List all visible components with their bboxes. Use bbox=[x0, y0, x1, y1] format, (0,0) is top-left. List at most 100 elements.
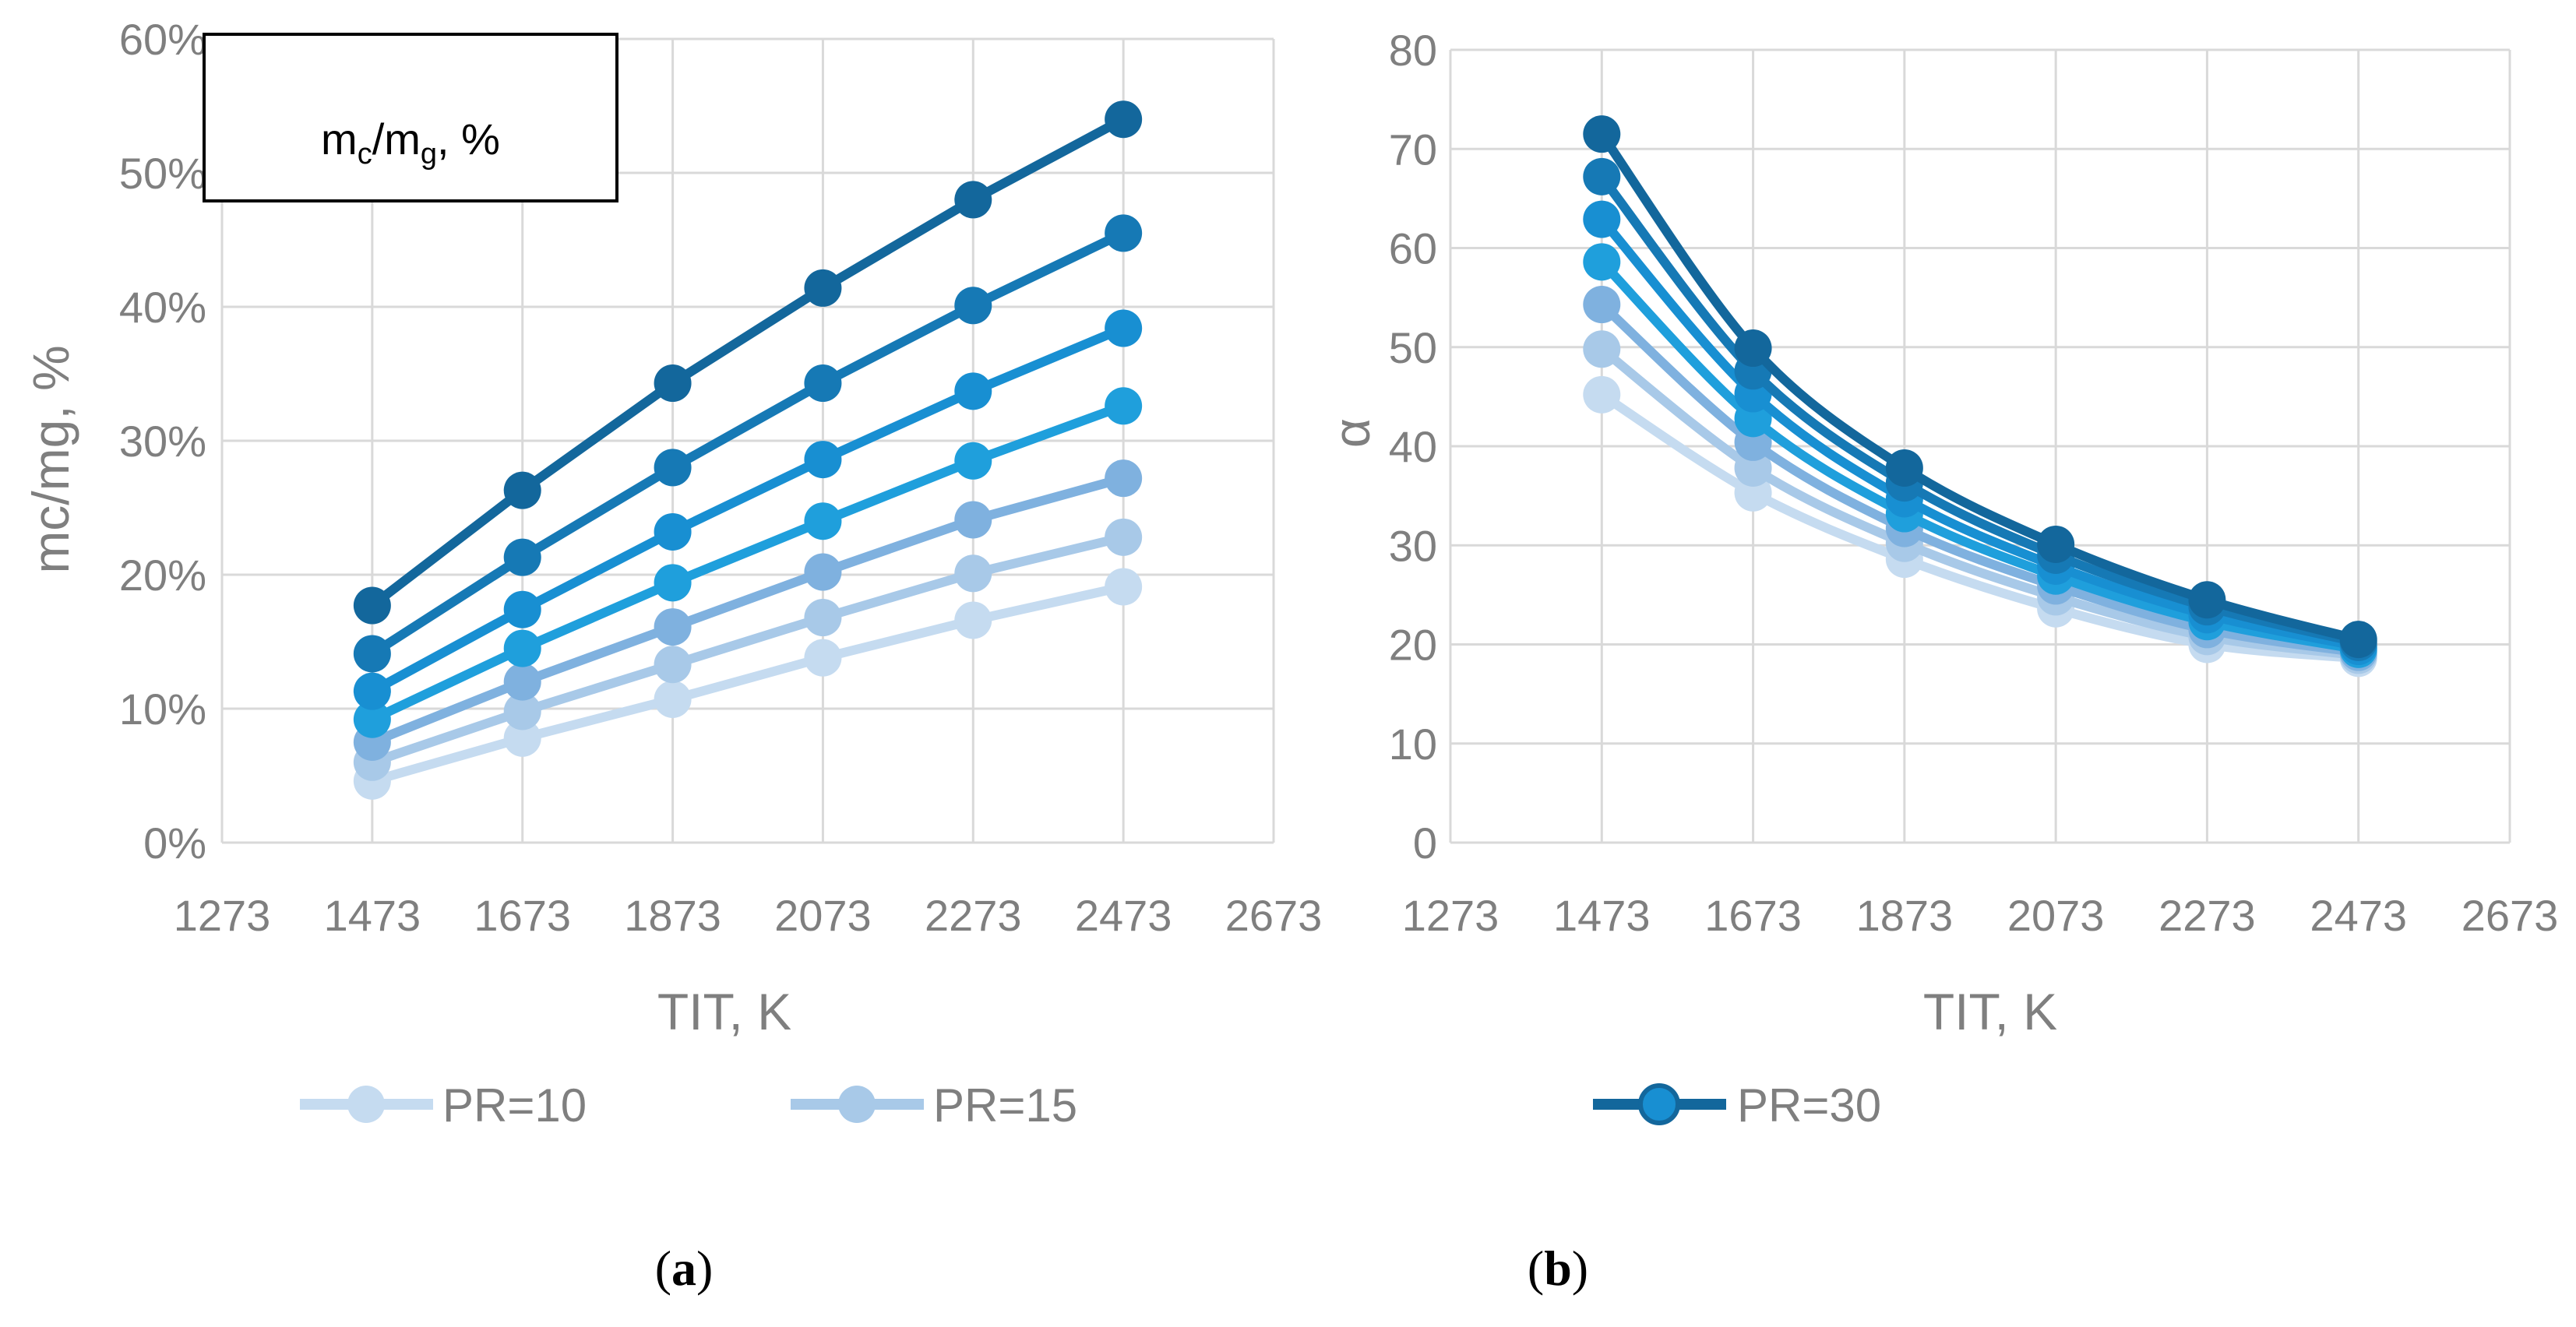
y-tick-label: 40 bbox=[1389, 422, 1437, 471]
x-tick-label: 2273 bbox=[2158, 891, 2256, 940]
data-point-marker bbox=[503, 663, 541, 701]
data-point-marker bbox=[954, 372, 992, 410]
x-tick-label: 1873 bbox=[1856, 891, 1954, 940]
x-tick-label: 1473 bbox=[1553, 891, 1651, 940]
legend-label: PR=30 bbox=[1737, 1079, 1881, 1132]
series-pr25 bbox=[353, 387, 1143, 738]
chart-b-series bbox=[1583, 115, 2377, 678]
data-point-marker bbox=[654, 512, 692, 551]
data-point-marker bbox=[1105, 100, 1143, 139]
data-point-marker bbox=[954, 442, 992, 480]
data-point-marker bbox=[1583, 330, 1621, 368]
data-point-marker bbox=[1583, 243, 1621, 281]
legend-swatch-marker bbox=[347, 1086, 385, 1123]
legend-label: PR=10 bbox=[442, 1079, 587, 1132]
y-tick-label: 40% bbox=[119, 283, 206, 332]
series-pr15 bbox=[353, 518, 1143, 781]
legend-swatch-marker bbox=[1638, 1083, 1680, 1125]
data-point-marker bbox=[654, 608, 692, 646]
series-line bbox=[367, 582, 1129, 786]
data-point-marker bbox=[1105, 518, 1143, 556]
data-point-marker bbox=[353, 672, 391, 710]
series-line bbox=[367, 114, 1129, 611]
data-point-marker bbox=[1105, 387, 1143, 425]
data-point-marker bbox=[1583, 286, 1621, 324]
y-tick-label: 0 bbox=[1413, 818, 1437, 868]
data-point-marker bbox=[1885, 449, 1923, 487]
x-tick-label: 1473 bbox=[324, 891, 421, 940]
data-point-marker bbox=[2037, 525, 2075, 563]
chart-b-x-tick-labels: 1273 1473 1673 1873 2073 2273 2473 2673 bbox=[1402, 891, 2559, 940]
series-line bbox=[367, 473, 1129, 747]
data-point-marker bbox=[1734, 449, 1772, 487]
legend-item-pr30: PR=30 bbox=[1593, 1079, 1881, 1132]
data-point-marker bbox=[503, 629, 541, 667]
y-tick-label: 60 bbox=[1389, 224, 1437, 273]
data-point-marker bbox=[1105, 214, 1143, 252]
chart-b-panel-label: (b) bbox=[1528, 1241, 1588, 1296]
x-tick-label: 2273 bbox=[925, 891, 1022, 940]
data-point-marker bbox=[1583, 157, 1621, 195]
y-tick-label: 10% bbox=[119, 685, 206, 734]
series-pr40 bbox=[1583, 115, 2377, 659]
y-tick-label: 20 bbox=[1389, 621, 1437, 670]
data-point-marker bbox=[1105, 568, 1143, 606]
data-point-marker bbox=[503, 538, 541, 576]
data-point-marker bbox=[503, 590, 541, 628]
chart-a-y-axis-title: mc/mg, % bbox=[22, 345, 79, 573]
x-tick-label: 2073 bbox=[2007, 891, 2105, 940]
data-point-marker bbox=[503, 719, 541, 757]
data-point-marker bbox=[654, 680, 692, 718]
data-point-marker bbox=[804, 441, 842, 479]
chart-a-panel-label: (a) bbox=[655, 1241, 714, 1296]
chart-a-x-axis-title: TIT, K bbox=[657, 983, 791, 1040]
data-point-marker bbox=[2339, 621, 2377, 659]
data-point-marker bbox=[804, 599, 842, 637]
chart-b-x-axis-title: TIT, K bbox=[1923, 983, 2057, 1040]
data-point-marker bbox=[954, 601, 992, 639]
series-line bbox=[1597, 257, 2363, 654]
chart-b-y-axis-title: α bbox=[1323, 418, 1380, 448]
y-tick-label: 30% bbox=[119, 417, 206, 466]
legend-swatch-marker bbox=[838, 1086, 876, 1123]
chart-panel-a: 0% 10% 20% 30% 40% 50% 60% 1273 1473 1673 1873 207… bbox=[22, 15, 1322, 1296]
data-point-marker bbox=[804, 502, 842, 540]
y-tick-label: 0% bbox=[143, 818, 206, 868]
chart-a-annotation-box bbox=[203, 33, 618, 202]
legend-item-pr15: PR=15 bbox=[791, 1079, 1077, 1132]
series-line bbox=[367, 228, 1129, 659]
data-point-marker bbox=[1583, 375, 1621, 414]
data-point-marker bbox=[954, 554, 992, 593]
legend-item-pr10: PR=10 bbox=[300, 1079, 587, 1132]
chart-a-x-tick-labels: 1273 1473 1673 1873 2073 2273 2473 2673 bbox=[174, 891, 1323, 940]
data-point-marker bbox=[804, 269, 842, 307]
data-point-marker bbox=[353, 586, 391, 625]
x-tick-label: 2473 bbox=[1075, 891, 1172, 940]
data-point-marker bbox=[654, 564, 692, 602]
y-tick-label: 80 bbox=[1389, 26, 1437, 75]
y-tick-label: 30 bbox=[1389, 521, 1437, 570]
series-pr30 bbox=[353, 309, 1143, 710]
data-point-marker bbox=[954, 287, 992, 325]
data-point-marker bbox=[1105, 459, 1143, 498]
chart-b-legend: PR=30 bbox=[1593, 1079, 1881, 1132]
chart-a-y-tick-labels: 0% 10% 20% 30% 40% 50% 60% bbox=[119, 15, 206, 868]
series-pr20 bbox=[353, 459, 1143, 761]
x-tick-label: 2073 bbox=[774, 891, 872, 940]
chart-a-annotation-text: mc/mg, % bbox=[321, 114, 500, 171]
x-tick-label: 1673 bbox=[1704, 891, 1802, 940]
x-tick-label: 2673 bbox=[1225, 891, 1323, 940]
series-pr35 bbox=[353, 214, 1143, 673]
data-point-marker bbox=[353, 700, 391, 738]
data-point-marker bbox=[804, 553, 842, 591]
data-point-marker bbox=[804, 364, 842, 403]
x-tick-label: 1873 bbox=[624, 891, 721, 940]
x-tick-label: 1673 bbox=[474, 891, 571, 940]
chart-a-gridlines bbox=[220, 37, 1275, 844]
x-tick-label: 2473 bbox=[2310, 891, 2407, 940]
data-point-marker bbox=[954, 181, 992, 219]
x-tick-label: 1273 bbox=[174, 891, 271, 940]
series-line bbox=[367, 323, 1129, 696]
series-pr40 bbox=[353, 100, 1143, 625]
